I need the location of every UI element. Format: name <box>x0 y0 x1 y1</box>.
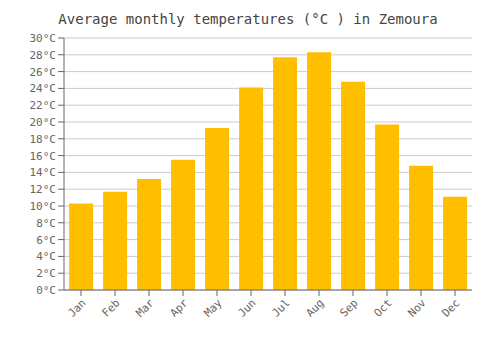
svg-text:6°C: 6°C <box>36 234 56 247</box>
svg-text:8°C: 8°C <box>36 217 56 230</box>
svg-text:10°C: 10°C <box>30 200 57 213</box>
svg-text:Nov: Nov <box>405 296 429 320</box>
svg-text:14°C: 14°C <box>30 166 57 179</box>
svg-text:12°C: 12°C <box>30 183 57 196</box>
svg-text:Oct: Oct <box>371 296 394 319</box>
svg-text:Dec: Dec <box>439 296 462 319</box>
svg-text:24°C: 24°C <box>30 82 57 95</box>
html-text:Average monthly temperatures (: Average monthly temperatures (°C ) in Ze… <box>58 11 438 27</box>
svg-text:26°C: 26°C <box>30 66 57 79</box>
svg-text:Mar: Mar <box>133 296 157 320</box>
svg-text:Apr: Apr <box>167 296 191 320</box>
svg-text:28°C: 28°C <box>30 49 57 62</box>
svg-text:20°C: 20°C <box>30 116 57 129</box>
svg-text:Jan: Jan <box>65 296 88 319</box>
svg-text:May: May <box>201 296 225 320</box>
svg-text:2°C: 2°C <box>36 267 56 280</box>
svg-text:Sep: Sep <box>337 296 360 319</box>
svg-text:16°C: 16°C <box>30 150 57 163</box>
svg-text:Jul: Jul <box>269 296 292 319</box>
svg-text:18°C: 18°C <box>30 133 57 146</box>
svg-text:Jun: Jun <box>235 296 258 319</box>
svg-text:Feb: Feb <box>99 296 122 319</box>
svg-text:30°C: 30°C <box>30 32 57 45</box>
svg-text:Aug: Aug <box>303 296 326 319</box>
svg-text:0°C: 0°C <box>36 284 56 297</box>
svg-text:22°C: 22°C <box>30 99 57 112</box>
svg-text:4°C: 4°C <box>36 250 56 263</box>
